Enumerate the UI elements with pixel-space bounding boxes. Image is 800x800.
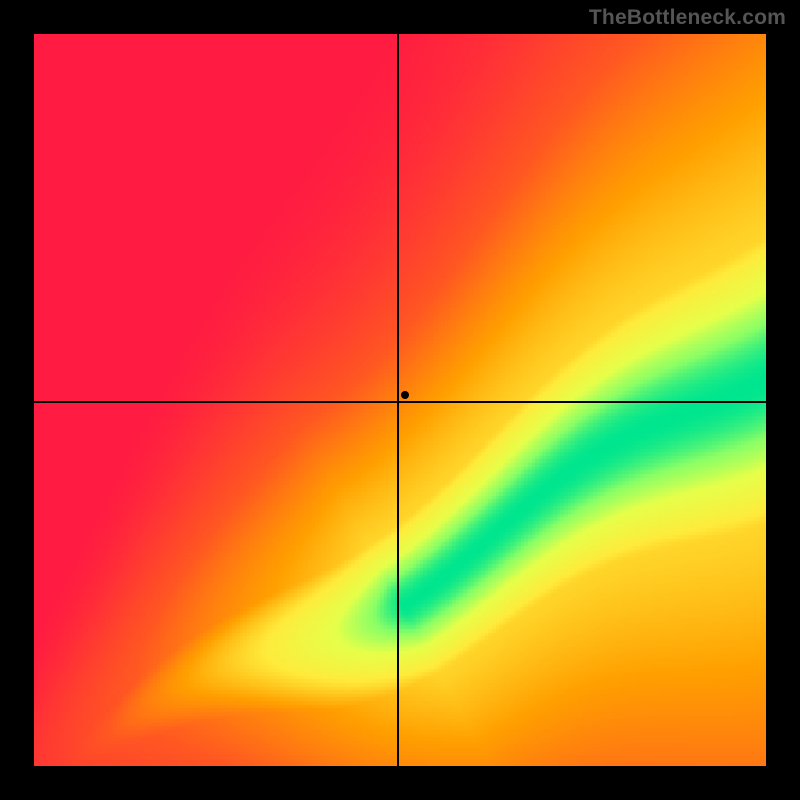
crosshair-vertical (397, 34, 399, 766)
watermark-text: TheBottleneck.com (589, 6, 786, 30)
marker-dot (401, 391, 409, 399)
bottleneck-heatmap (34, 34, 766, 766)
chart-container: TheBottleneck.com (0, 0, 800, 800)
crosshair-horizontal (34, 401, 766, 403)
